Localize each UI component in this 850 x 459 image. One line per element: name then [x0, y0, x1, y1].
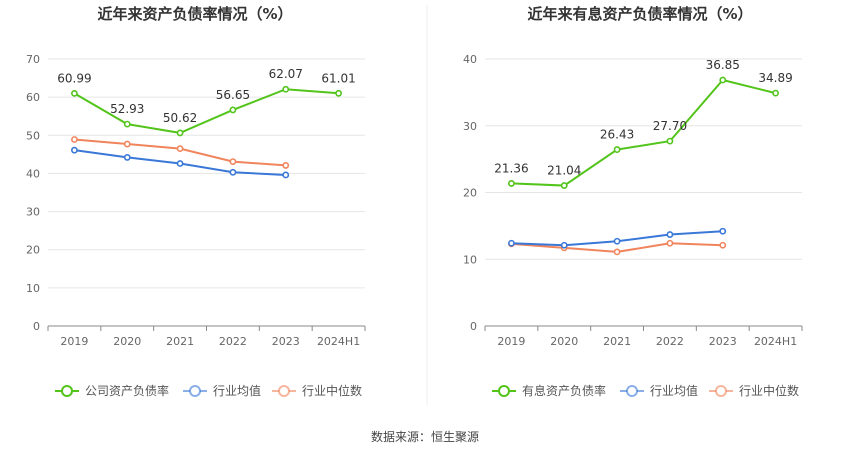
legend-item: 公司资产负债率 — [55, 383, 169, 398]
data-point — [123, 154, 131, 161]
data-source-name: 恒生聚源 — [431, 430, 480, 444]
x-tick-label: 2020 — [113, 335, 141, 348]
x-tick-label: 2024H1 — [754, 335, 797, 348]
chart-1: 近年来资产负债率情况（%） 0 10 20 30 40 50 60 70 2019 2020 2021… — [26, 5, 366, 398]
data-point — [229, 158, 237, 166]
y-tick-label: 10 — [26, 282, 40, 295]
chart-title: 近年来资产负债率情况（%） — [97, 5, 292, 23]
x-tick-label: 2024H1 — [317, 335, 360, 348]
legend-item: 行业均值 — [183, 383, 261, 398]
data-point — [719, 241, 727, 249]
data-label: 21.04 — [547, 164, 581, 178]
legend-item: 行业均值 — [620, 383, 698, 398]
x-tick-label: 2022 — [219, 335, 247, 348]
data-point — [71, 89, 78, 97]
data-source-prefix: 数据来源： — [370, 430, 431, 444]
legend-label: 行业均值 — [213, 383, 261, 398]
data-point — [666, 239, 674, 247]
y-tick-label: 30 — [26, 206, 40, 219]
y-tick-label: 10 — [463, 253, 477, 266]
x-tick-label: 2019 — [60, 335, 88, 348]
data-point — [282, 85, 290, 93]
data-point — [719, 76, 727, 84]
y-tick-label: 40 — [463, 53, 477, 66]
data-point — [176, 145, 184, 153]
data-point — [508, 239, 515, 247]
legend-marker — [715, 385, 727, 397]
y-tick-label: 70 — [26, 53, 40, 66]
legend-marker — [498, 385, 510, 397]
legend-label: 有息资产负债率 — [522, 383, 606, 398]
data-label: 26.43 — [600, 128, 634, 142]
data-point — [282, 171, 290, 179]
data-point — [71, 136, 78, 143]
data-point — [666, 137, 674, 145]
data-label: 62.07 — [269, 67, 303, 81]
series-line — [73, 88, 339, 134]
data-point — [613, 146, 621, 153]
data-point — [613, 237, 621, 245]
data-label: 61.01 — [321, 71, 355, 85]
x-tick-label: 2019 — [497, 335, 525, 348]
y-tick-label: 40 — [26, 167, 40, 180]
legend-marker — [189, 385, 201, 397]
legend-label: 行业中位数 — [302, 383, 362, 398]
data-point — [719, 227, 727, 235]
x-tick-label: 2020 — [550, 335, 578, 348]
data-point — [71, 146, 78, 154]
data-source-note: 数据来源：恒生聚源 — [0, 428, 850, 445]
data-point — [229, 106, 237, 114]
data-point — [772, 89, 779, 97]
legend-item: 行业中位数 — [272, 383, 362, 398]
data-point — [508, 180, 515, 187]
data-point — [282, 162, 290, 169]
x-tick-label: 2021 — [603, 335, 631, 348]
y-tick-label: 0 — [470, 320, 477, 333]
y-tick-label: 0 — [33, 320, 40, 333]
data-point — [176, 129, 184, 137]
data-point — [560, 182, 568, 189]
data-label: 27.70 — [653, 119, 687, 133]
chart-2: 近年来有息资产负债率情况（%） 0 10 20 30 40 2019 2020 2021 2022… — [463, 5, 803, 398]
data-point — [335, 89, 342, 97]
legend-label: 公司资产负债率 — [85, 383, 169, 398]
legend-label: 行业中位数 — [739, 383, 799, 398]
data-point — [560, 241, 568, 249]
legend-item: 有息资产负债率 — [492, 383, 606, 398]
data-label: 21.36 — [494, 161, 528, 175]
data-point — [123, 140, 131, 148]
legend-item: 行业中位数 — [709, 383, 799, 398]
data-point — [666, 231, 674, 238]
chart-title: 近年来有息资产负债率情况（%） — [527, 5, 752, 23]
series-line — [511, 78, 776, 187]
x-tick-label: 2021 — [166, 335, 194, 348]
legend-marker — [61, 385, 73, 397]
x-tick-label: 2022 — [656, 335, 684, 348]
y-tick-label: 30 — [463, 120, 477, 133]
x-tick-label: 2023 — [272, 335, 300, 348]
y-tick-label: 20 — [26, 244, 40, 257]
data-label: 34.89 — [758, 71, 792, 85]
legend-marker — [278, 385, 290, 397]
legend-label: 行业均值 — [650, 383, 698, 398]
data-label: 36.85 — [706, 58, 740, 72]
legend-marker — [626, 385, 638, 397]
data-label: 52.93 — [110, 102, 144, 116]
y-tick-label: 50 — [26, 129, 40, 142]
data-point — [123, 120, 131, 128]
data-point — [229, 168, 237, 176]
data-label: 60.99 — [57, 71, 91, 85]
data-label: 50.62 — [163, 111, 197, 125]
data-point — [613, 248, 621, 256]
x-tick-label: 2023 — [709, 335, 737, 348]
y-tick-label: 20 — [463, 187, 477, 200]
data-label: 56.65 — [216, 88, 250, 102]
y-tick-label: 60 — [26, 91, 40, 104]
data-point — [176, 160, 184, 167]
